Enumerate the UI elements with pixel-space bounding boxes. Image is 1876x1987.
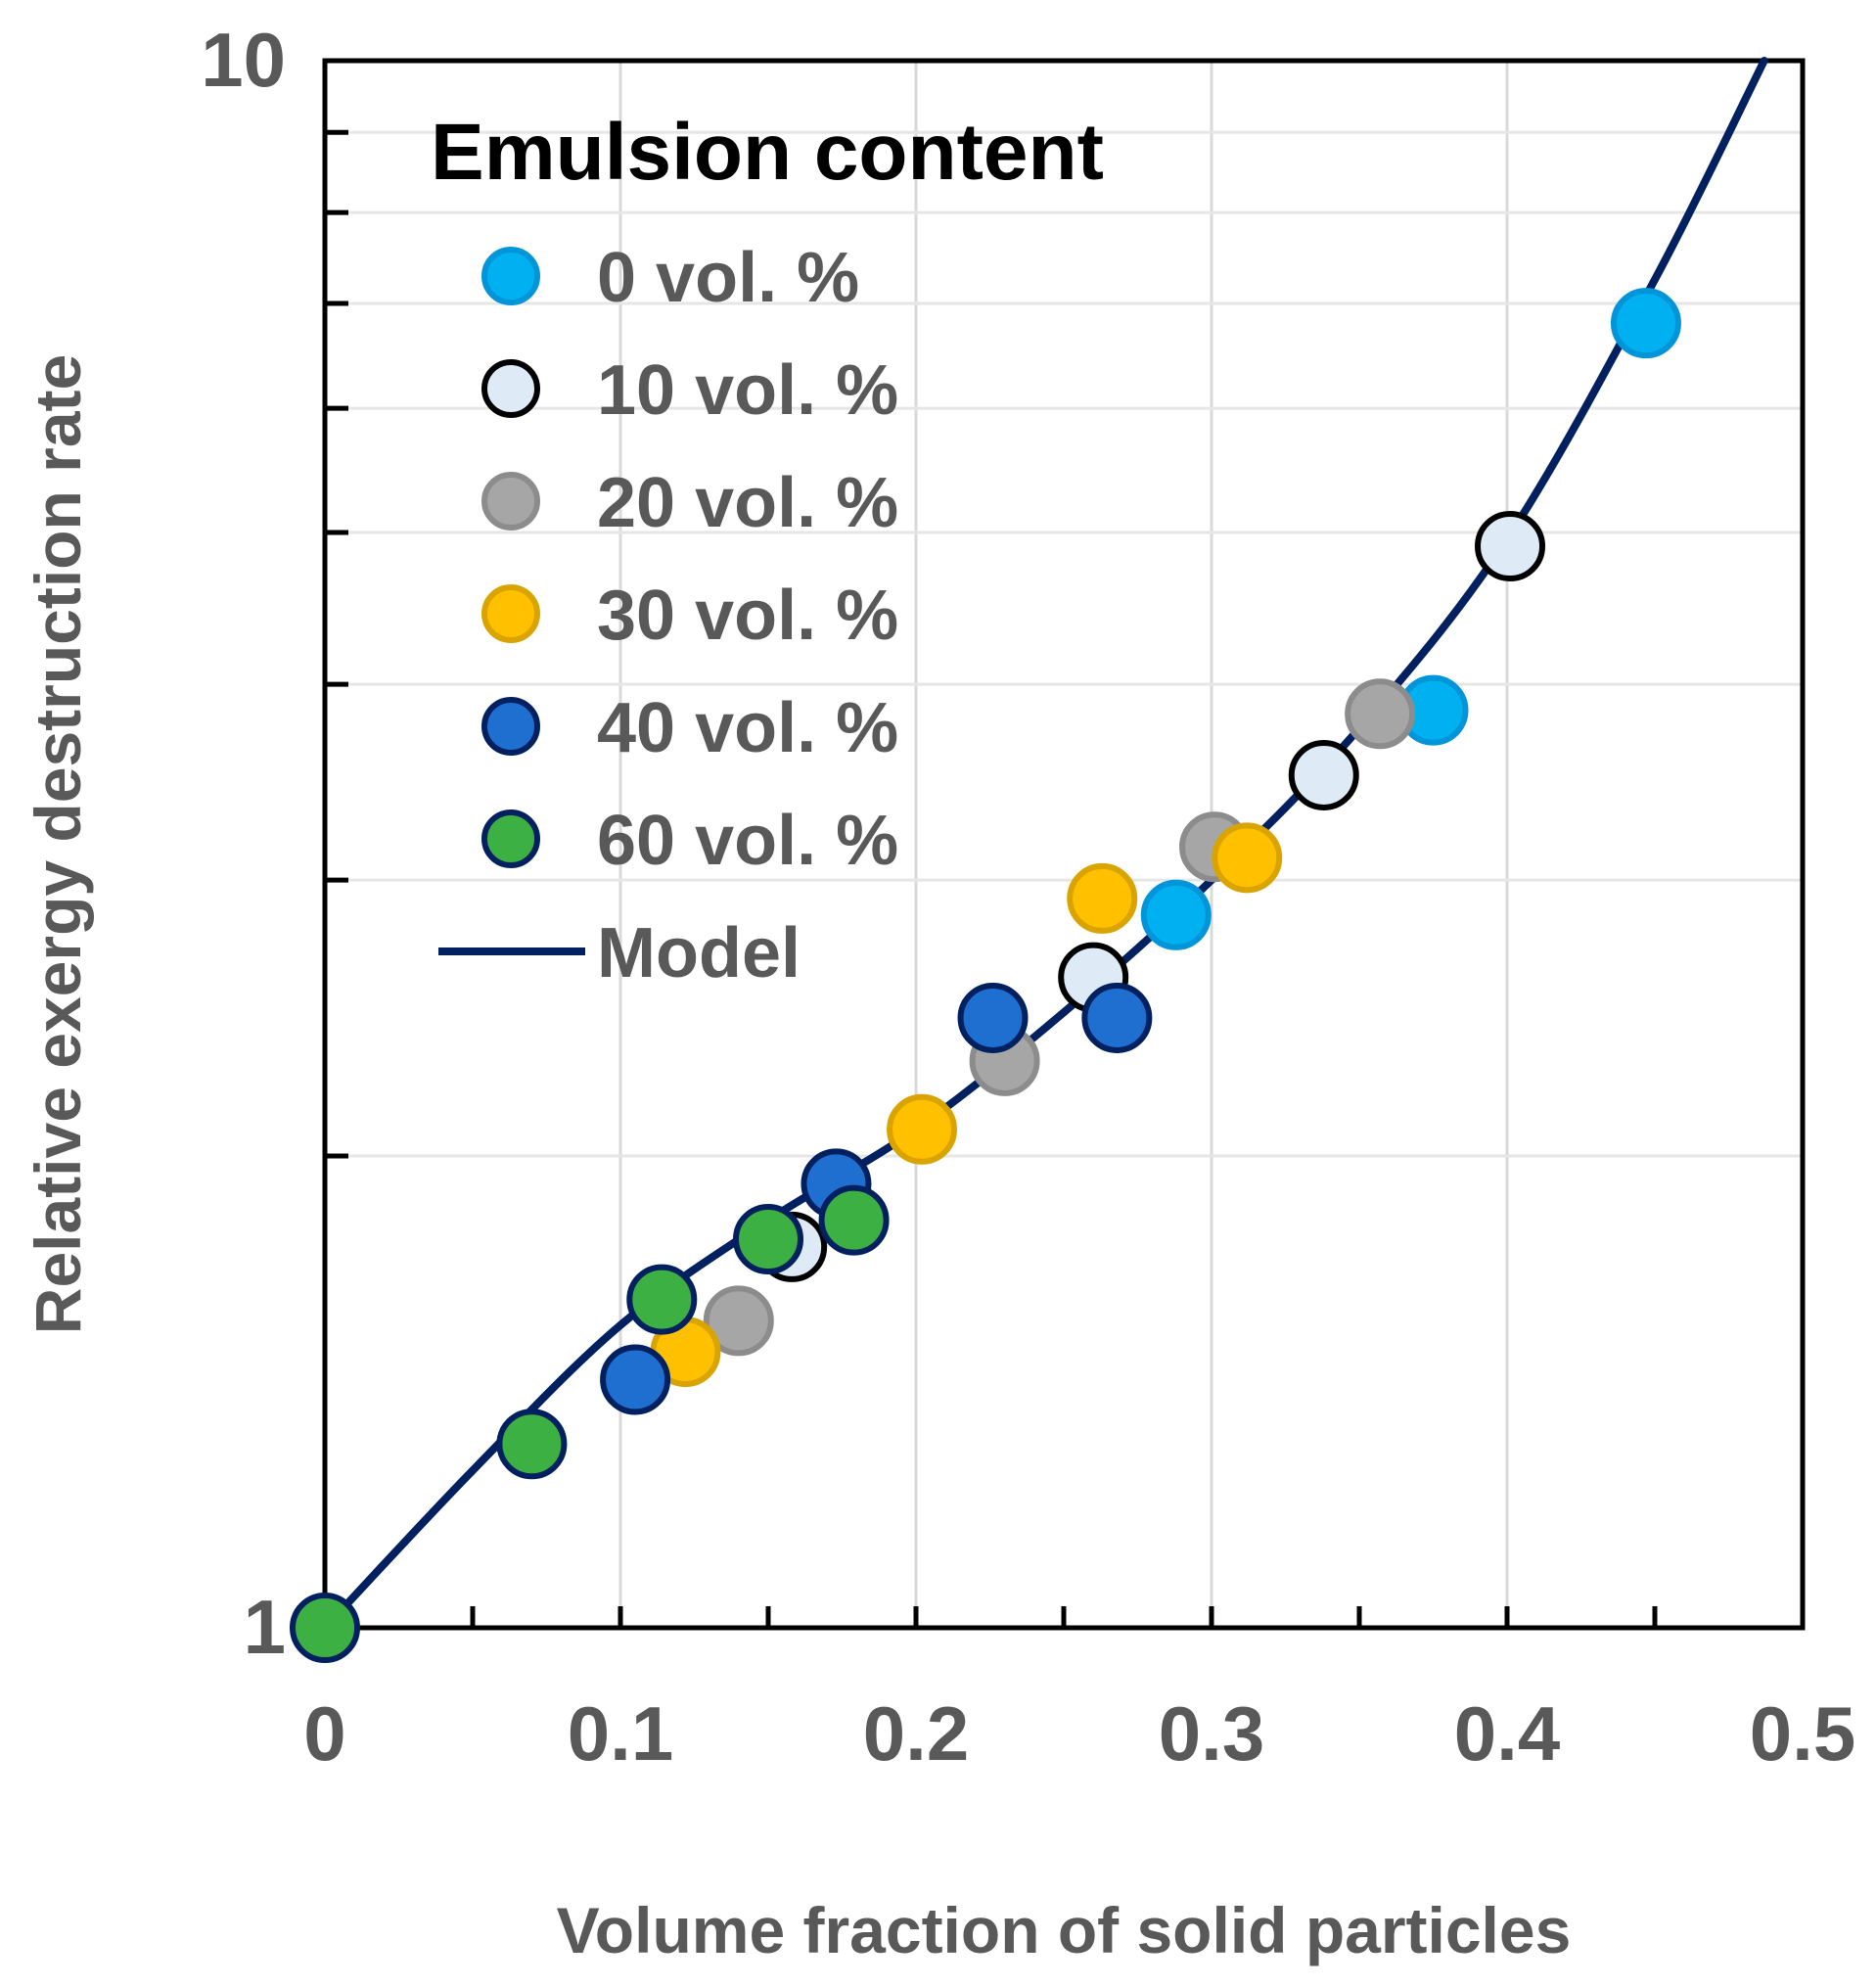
legend-marker <box>481 697 540 756</box>
x-tick-label: 0.3 <box>1159 1690 1264 1777</box>
legend-marker <box>481 584 540 643</box>
legend-label: 0 vol. % <box>597 239 859 317</box>
legend: Emulsion content 0 vol. % 10 vol. % 20 vol… <box>431 108 1104 993</box>
data-point-40-vol <box>957 982 1029 1053</box>
legend-label: 10 vol. % <box>597 351 898 430</box>
legend-label: 30 vol. % <box>597 577 898 655</box>
x-tick-label: 0.1 <box>568 1690 673 1777</box>
x-tick-label: 0.4 <box>1454 1690 1560 1777</box>
legend-title: Emulsion content <box>431 108 1104 197</box>
data-point-10-vol <box>1288 739 1359 810</box>
y-tick-label: 1 <box>244 1584 286 1670</box>
x-tick-label: 0.5 <box>1750 1690 1855 1777</box>
data-points <box>290 288 1681 1663</box>
data-point-40-vol <box>1081 982 1153 1053</box>
legend-label: 40 vol. % <box>597 689 898 767</box>
x-tick-label: 0.2 <box>863 1690 969 1777</box>
data-point-60-vol <box>626 1264 698 1335</box>
data-point-30-vol <box>887 1093 958 1165</box>
y-axis-title: Relative exergy destruction rate <box>22 354 94 1334</box>
data-point-20-vol <box>1345 678 1416 750</box>
x-tick-label: 0 <box>303 1690 345 1777</box>
grid-lines <box>325 61 1803 1628</box>
legend-label: 20 vol. % <box>597 464 898 542</box>
data-point-30-vol <box>1212 822 1283 894</box>
data-point-0-vol <box>1610 288 1681 359</box>
data-point-30-vol <box>1067 862 1138 934</box>
legend-label-model: Model <box>597 914 801 993</box>
axes: 0 0.1 0.2 0.3 0.4 0.5 1 10 <box>201 17 1855 1777</box>
data-point-40-vol <box>600 1344 671 1415</box>
legend-label: 60 vol. % <box>597 802 898 880</box>
legend-marker <box>481 472 540 531</box>
data-point-60-vol <box>733 1203 803 1274</box>
data-point-0-vol <box>1140 879 1212 950</box>
model-curve-group <box>321 57 1768 1632</box>
model-curve <box>321 57 1768 1632</box>
legend-marker <box>481 809 540 868</box>
data-point-60-vol <box>496 1409 568 1480</box>
data-point-60-vol <box>818 1184 890 1256</box>
data-point-60-vol <box>290 1593 360 1663</box>
x-axis-title: Volume fraction of solid particles <box>557 1894 1572 1966</box>
legend-marker <box>481 247 540 305</box>
data-point-20-vol <box>703 1285 774 1357</box>
y-tick-label: 10 <box>201 17 286 103</box>
legend-marker <box>481 359 540 418</box>
data-point-10-vol <box>1475 510 1546 581</box>
